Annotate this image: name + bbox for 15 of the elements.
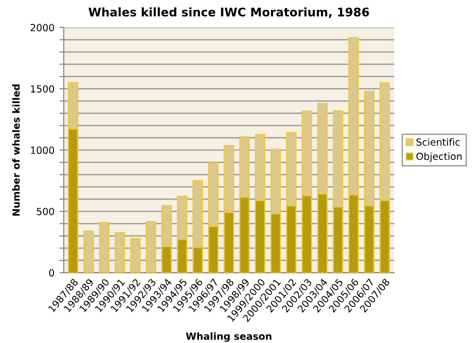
bar bbox=[83, 230, 94, 273]
y-tick-label: 2000 bbox=[30, 24, 54, 32]
legend-label: Objection bbox=[416, 152, 462, 162]
bar bbox=[99, 222, 110, 273]
y-tick-label: 1500 bbox=[31, 85, 54, 93]
bar bbox=[146, 221, 156, 273]
x-axis-title: Whaling season bbox=[186, 332, 272, 342]
bar bbox=[114, 232, 126, 273]
bar bbox=[130, 238, 141, 273]
legend-label: Scientific bbox=[416, 138, 460, 146]
chart-title: Whales killed since IWC Moratorium, 1986 bbox=[88, 7, 369, 18]
y-tick-label: 500 bbox=[36, 208, 54, 216]
y-axis-title: Number of whales killed bbox=[12, 84, 20, 216]
y-tick-label: 1000 bbox=[31, 146, 54, 154]
y-tick-label: 0 bbox=[49, 269, 54, 277]
